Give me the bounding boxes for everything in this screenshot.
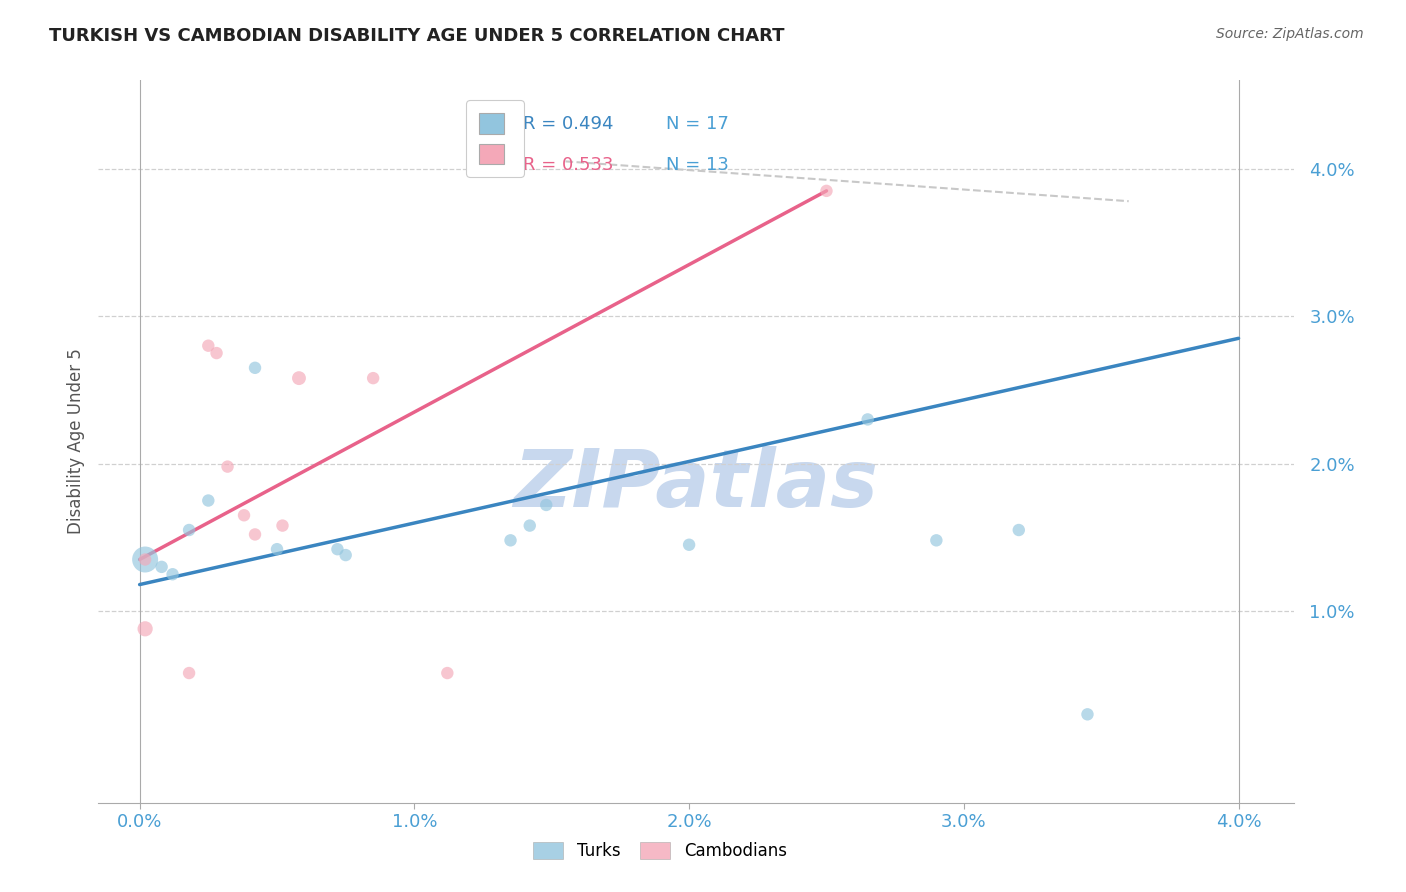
Legend: Turks, Cambodians: Turks, Cambodians	[527, 835, 793, 867]
Point	[1076, 707, 1098, 722]
Point	[233, 508, 256, 523]
Point	[266, 542, 288, 557]
Y-axis label: Disability Age Under 5: Disability Age Under 5	[66, 349, 84, 534]
Point	[499, 533, 522, 548]
Point	[1008, 523, 1031, 537]
Point	[335, 548, 357, 562]
Point	[326, 542, 349, 557]
Point	[134, 622, 156, 636]
Point	[536, 498, 558, 512]
Point	[134, 552, 156, 566]
Text: ZIPatlas: ZIPatlas	[513, 446, 879, 524]
Point	[162, 567, 184, 582]
Text: N = 13: N = 13	[666, 156, 728, 174]
Point	[519, 518, 541, 533]
Point	[197, 493, 219, 508]
Point	[361, 371, 384, 385]
Point	[856, 412, 879, 426]
Point	[288, 371, 311, 385]
Point	[678, 538, 700, 552]
Point	[134, 552, 156, 566]
Text: Source: ZipAtlas.com: Source: ZipAtlas.com	[1216, 27, 1364, 41]
Text: R = 0.494: R = 0.494	[523, 115, 613, 133]
Point	[177, 666, 200, 681]
Point	[925, 533, 948, 548]
Point	[177, 523, 200, 537]
Text: R = 0.533: R = 0.533	[523, 156, 613, 174]
Point	[205, 346, 228, 360]
Point	[815, 184, 838, 198]
Point	[150, 560, 173, 574]
Point	[243, 527, 266, 541]
Point	[217, 459, 239, 474]
Point	[243, 360, 266, 375]
Point	[271, 518, 294, 533]
Point	[197, 339, 219, 353]
Text: N = 17: N = 17	[666, 115, 728, 133]
Text: TURKISH VS CAMBODIAN DISABILITY AGE UNDER 5 CORRELATION CHART: TURKISH VS CAMBODIAN DISABILITY AGE UNDE…	[49, 27, 785, 45]
Point	[436, 666, 458, 681]
